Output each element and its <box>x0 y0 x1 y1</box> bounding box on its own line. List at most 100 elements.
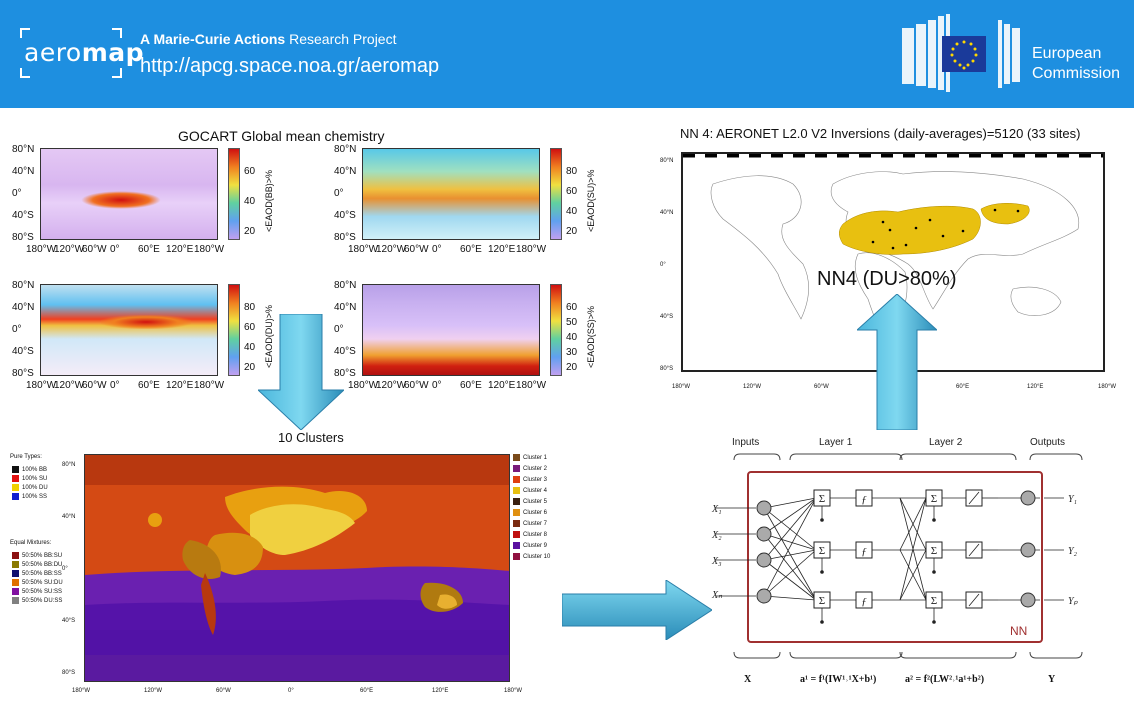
mixture-label: 50:50% SU:SS <box>22 588 63 595</box>
mixture-item: 50:50% SU:DU <box>12 579 63 586</box>
gocart-map-2 <box>362 148 540 240</box>
equal-mixtures-title: Equal Mixtures: <box>10 540 52 546</box>
svg-text:Σ: Σ <box>819 493 825 505</box>
clusters-lon-tick: 60°E <box>360 688 374 694</box>
nn4-title: NN 4: AERONET L2.0 V2 Inversions (daily-… <box>680 126 1081 141</box>
aeromap-logo: aeromap <box>20 28 144 78</box>
nn4-lat-tick: 40°S <box>660 314 674 320</box>
gocart-colorbar-tick: 60 <box>566 186 578 197</box>
mixture-label: 50:50% DU:SS <box>22 597 63 604</box>
gocart-lat-tick: 0° <box>334 188 344 199</box>
gocart-lon-tick: 180°W <box>348 380 379 391</box>
gocart-lat-tick: 40°N <box>334 166 357 177</box>
cluster-legend-swatch <box>513 520 520 527</box>
cluster-legend-swatch <box>513 454 520 461</box>
gocart-lat-tick: 0° <box>334 324 344 335</box>
nn-outputs-label: Outputs <box>1030 437 1066 448</box>
cluster-legend-item: Cluster 9 <box>513 542 547 549</box>
mixture-item: 50:50% DU:SS <box>12 597 62 604</box>
nn-box-label: NN <box>1010 624 1028 638</box>
cluster-legend-item: Cluster 7 <box>513 520 547 527</box>
tagline-rest: Research Project <box>285 31 397 47</box>
cluster-legend-item: Cluster 3 <box>513 476 547 483</box>
cluster-legend-swatch <box>513 487 520 494</box>
nn-input-label: X₁ <box>712 504 722 515</box>
clusters-lat-tick: 40°S <box>62 618 76 624</box>
nn-bottom-x: X <box>744 674 752 685</box>
gocart-map-4 <box>362 284 540 376</box>
gocart-colorbar-tick: 40 <box>566 206 578 217</box>
clusters-lat-tick: 80°S <box>62 670 76 676</box>
gocart-colorbar-label-4: <EAOD(SS)>% <box>586 305 596 368</box>
arrow-right <box>562 580 712 640</box>
logo-part1: aero <box>24 38 82 67</box>
gocart-colorbar-label-1: <EAOD(BB)>% <box>264 169 274 232</box>
nn4-lat-tick: 80°S <box>660 366 674 372</box>
nn4-lat-tick: 80°N <box>660 158 674 164</box>
cluster-legend-swatch <box>513 498 520 505</box>
gocart-lat-tick: 40°N <box>12 302 35 313</box>
clusters-lon-tick: 180°W <box>504 688 523 694</box>
gocart-lon-tick: 180°W <box>26 380 57 391</box>
nn-output-label: Y₂ <box>1068 546 1078 557</box>
ec-line2: Commission <box>1032 65 1121 82</box>
gocart-colorbar-tick: 20 <box>566 362 578 373</box>
gocart-lon-tick: 60°E <box>138 380 160 391</box>
mixture-item: 50:50% SU:SS <box>12 588 62 595</box>
cluster-legend-item: Cluster 2 <box>513 465 547 472</box>
cluster-legend-label: Cluster 8 <box>523 531 548 538</box>
cluster-legend-item: Cluster 5 <box>513 498 547 505</box>
nn-inputs-label: Inputs <box>732 437 760 448</box>
gocart-title: GOCART Global mean chemistry <box>178 128 385 144</box>
gocart-colorbar-label-2: <EAOD(SU)>% <box>586 169 596 232</box>
cluster-legend-item: Cluster 4 <box>513 487 547 494</box>
gocart-colorbar-tick: 60 <box>244 322 256 333</box>
pure-type-item: 100% SS <box>12 493 47 500</box>
mixture-label: 50:50% BB:SU <box>22 552 63 559</box>
pure-types-title: Pure Types: <box>10 454 42 460</box>
gocart-lon-tick: 120°E <box>488 244 516 255</box>
nn4-overlay-label: NN4 (DU>80%) <box>817 268 957 290</box>
ec-line1: European <box>1032 45 1102 62</box>
clusters-lon-tick: 180°W <box>72 688 91 694</box>
gocart-lat-tick: 40°S <box>334 210 356 221</box>
nn4-lon-tick: 60°E <box>956 384 970 390</box>
svg-text:Σ: Σ <box>819 595 825 607</box>
mixture-item: 50:50% BB:SS <box>12 570 62 577</box>
gocart-colorbar-2 <box>550 148 562 240</box>
gocart-lon-tick: 180°W <box>194 380 225 391</box>
svg-text:Σ: Σ <box>931 595 937 607</box>
nn-output-label: Yₚ <box>1068 596 1078 607</box>
gocart-lat-tick: 0° <box>12 324 22 335</box>
header-bar: aeromap A Marie-Curie Actions Research P… <box>0 0 1134 108</box>
nn-equation-1: a¹ = f¹(IW¹˒¹X+b¹) <box>800 674 877 685</box>
cluster-legend-label: Cluster 2 <box>523 465 548 472</box>
european-commission-logo <box>902 14 1020 92</box>
nn4-lon-tick: 120°W <box>743 384 762 390</box>
nn4-lat-tick: 0° <box>660 262 666 268</box>
gocart-lon-tick: 0° <box>110 380 120 391</box>
clusters-map <box>84 454 510 682</box>
svg-text:ƒ: ƒ <box>861 596 867 608</box>
pure-type-label: 100% BB <box>22 466 48 473</box>
cluster-legend-label: Cluster 10 <box>523 553 551 560</box>
mixture-item: 50:50% BB:DU <box>12 561 62 568</box>
project-url[interactable]: http://apcg.space.noa.gr/aeromap <box>140 55 440 77</box>
gocart-lon-tick: 0° <box>432 244 442 255</box>
cluster-legend-swatch <box>513 509 520 516</box>
neural-network-diagram: Σ Σ Σ Σ Σ Σ ƒ ƒ ƒ <box>716 453 1083 659</box>
gocart-lat-tick: 80°S <box>334 368 356 379</box>
gocart-lon-tick: 180°W <box>348 244 379 255</box>
cluster-legend-swatch <box>513 542 520 549</box>
gocart-lat-tick: 80°N <box>334 144 357 155</box>
cluster-legend-swatch <box>513 553 520 560</box>
svg-text:Σ: Σ <box>931 493 937 505</box>
mixture-swatch <box>12 570 19 577</box>
cluster-legend-item: Cluster 8 <box>513 531 547 538</box>
gocart-colorbar-4 <box>550 284 562 376</box>
clusters-lon-tick: 60°W <box>216 688 231 694</box>
mixture-swatch <box>12 597 19 604</box>
gocart-lon-tick: 60°W <box>404 244 429 255</box>
gocart-lon-tick: 120°W <box>376 244 407 255</box>
logo-part2: map <box>81 38 145 67</box>
